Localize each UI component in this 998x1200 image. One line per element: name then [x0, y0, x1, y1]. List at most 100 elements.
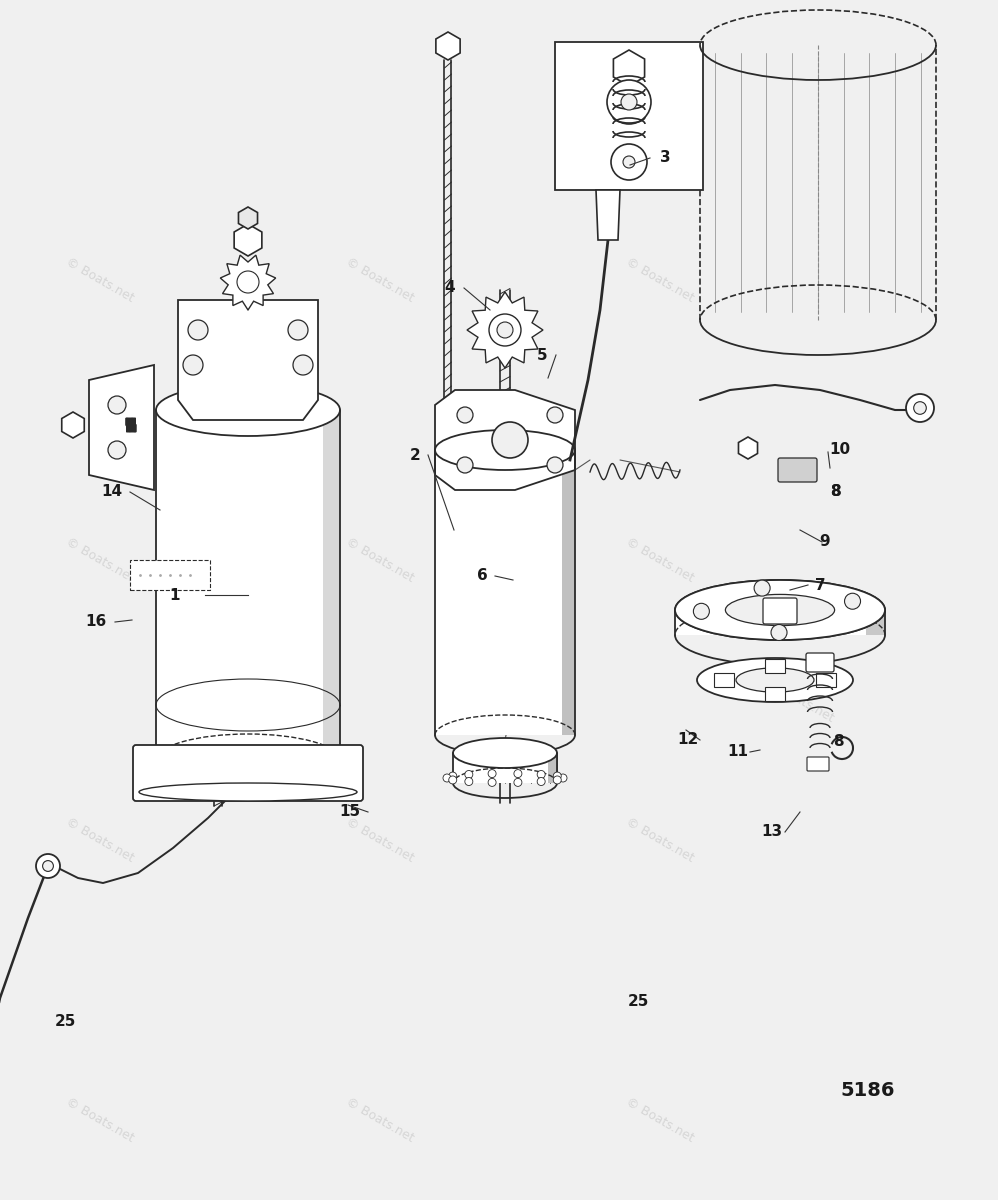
Text: 14: 14	[102, 485, 123, 499]
Polygon shape	[596, 190, 620, 240]
Polygon shape	[436, 32, 460, 60]
Circle shape	[553, 772, 561, 780]
Bar	[815, 673, 835, 686]
Text: 3: 3	[660, 150, 671, 166]
Circle shape	[457, 457, 473, 473]
Text: © Boats.net: © Boats.net	[64, 1096, 137, 1145]
Polygon shape	[62, 412, 84, 438]
Polygon shape	[323, 410, 340, 760]
Ellipse shape	[675, 580, 885, 640]
Text: © Boats.net: © Boats.net	[763, 676, 836, 725]
Ellipse shape	[675, 580, 885, 640]
Bar	[765, 659, 785, 673]
Text: 11: 11	[728, 744, 748, 760]
Circle shape	[623, 156, 635, 168]
Circle shape	[449, 772, 457, 780]
Text: © Boats.net: © Boats.net	[64, 256, 137, 305]
Text: 13: 13	[761, 824, 782, 840]
Polygon shape	[435, 450, 575, 734]
Ellipse shape	[736, 668, 814, 692]
Ellipse shape	[453, 738, 557, 768]
Circle shape	[611, 144, 647, 180]
Circle shape	[553, 776, 561, 784]
Polygon shape	[239, 206, 257, 229]
FancyBboxPatch shape	[806, 653, 834, 672]
Text: © Boats.net: © Boats.net	[343, 1096, 416, 1145]
Circle shape	[621, 94, 637, 110]
Circle shape	[754, 580, 770, 596]
Bar	[715, 673, 735, 686]
Bar	[555, 42, 703, 190]
Bar	[130, 560, 210, 590]
Ellipse shape	[156, 384, 340, 436]
Circle shape	[906, 394, 934, 422]
Text: © Boats.net: © Boats.net	[624, 1096, 697, 1145]
Circle shape	[43, 860, 54, 871]
Ellipse shape	[435, 430, 575, 470]
Polygon shape	[435, 390, 575, 490]
Polygon shape	[614, 50, 645, 86]
Circle shape	[559, 774, 567, 782]
Circle shape	[607, 80, 651, 124]
Text: 10: 10	[829, 443, 850, 457]
FancyBboxPatch shape	[133, 745, 363, 802]
Circle shape	[488, 769, 496, 778]
Circle shape	[293, 355, 313, 374]
Bar	[765, 688, 785, 701]
Text: 7: 7	[814, 577, 825, 593]
Text: © Boats.net: © Boats.net	[64, 815, 137, 865]
Text: 9: 9	[819, 534, 830, 550]
Text: © Boats.net: © Boats.net	[484, 676, 556, 725]
Text: © Boats.net: © Boats.net	[624, 535, 697, 584]
Circle shape	[844, 593, 860, 610]
Circle shape	[36, 854, 60, 878]
Text: © Boats.net: © Boats.net	[624, 256, 697, 305]
Circle shape	[547, 457, 563, 473]
Text: 2: 2	[409, 448, 420, 462]
Text: 8: 8	[832, 734, 843, 750]
Circle shape	[188, 320, 208, 340]
Ellipse shape	[726, 594, 834, 625]
Text: © Boats.net: © Boats.net	[204, 676, 276, 725]
Circle shape	[488, 779, 496, 786]
Polygon shape	[221, 256, 275, 310]
Text: 25: 25	[628, 995, 649, 1009]
Circle shape	[489, 314, 521, 346]
Text: © Boats.net: © Boats.net	[343, 256, 416, 305]
Polygon shape	[739, 437, 757, 458]
Text: © Boats.net: © Boats.net	[64, 535, 137, 584]
Polygon shape	[563, 450, 575, 734]
FancyBboxPatch shape	[778, 458, 817, 482]
Text: 4: 4	[445, 281, 455, 295]
Polygon shape	[866, 610, 885, 635]
Text: 5186: 5186	[840, 1080, 895, 1099]
Circle shape	[108, 396, 126, 414]
Polygon shape	[548, 754, 557, 782]
Circle shape	[537, 770, 545, 779]
Text: © Boats.net: © Boats.net	[624, 815, 697, 865]
Circle shape	[537, 778, 545, 786]
Text: 5: 5	[537, 348, 547, 362]
Circle shape	[492, 422, 528, 458]
FancyBboxPatch shape	[763, 598, 797, 624]
Text: © Boats.net: © Boats.net	[343, 535, 416, 584]
Polygon shape	[675, 610, 885, 635]
Circle shape	[465, 778, 473, 786]
Polygon shape	[89, 365, 154, 490]
Text: 8: 8	[829, 485, 840, 499]
Circle shape	[914, 402, 926, 414]
Ellipse shape	[139, 782, 357, 802]
Text: 25: 25	[54, 1014, 76, 1030]
Circle shape	[514, 769, 522, 778]
Ellipse shape	[697, 658, 853, 702]
Text: 8: 8	[829, 485, 840, 499]
Text: 16: 16	[86, 614, 107, 630]
Circle shape	[108, 440, 126, 458]
Text: 15: 15	[339, 804, 360, 820]
Text: 1: 1	[170, 588, 181, 602]
FancyBboxPatch shape	[807, 757, 829, 770]
Circle shape	[497, 322, 513, 338]
Circle shape	[449, 776, 457, 784]
Circle shape	[457, 407, 473, 422]
Polygon shape	[453, 754, 557, 782]
